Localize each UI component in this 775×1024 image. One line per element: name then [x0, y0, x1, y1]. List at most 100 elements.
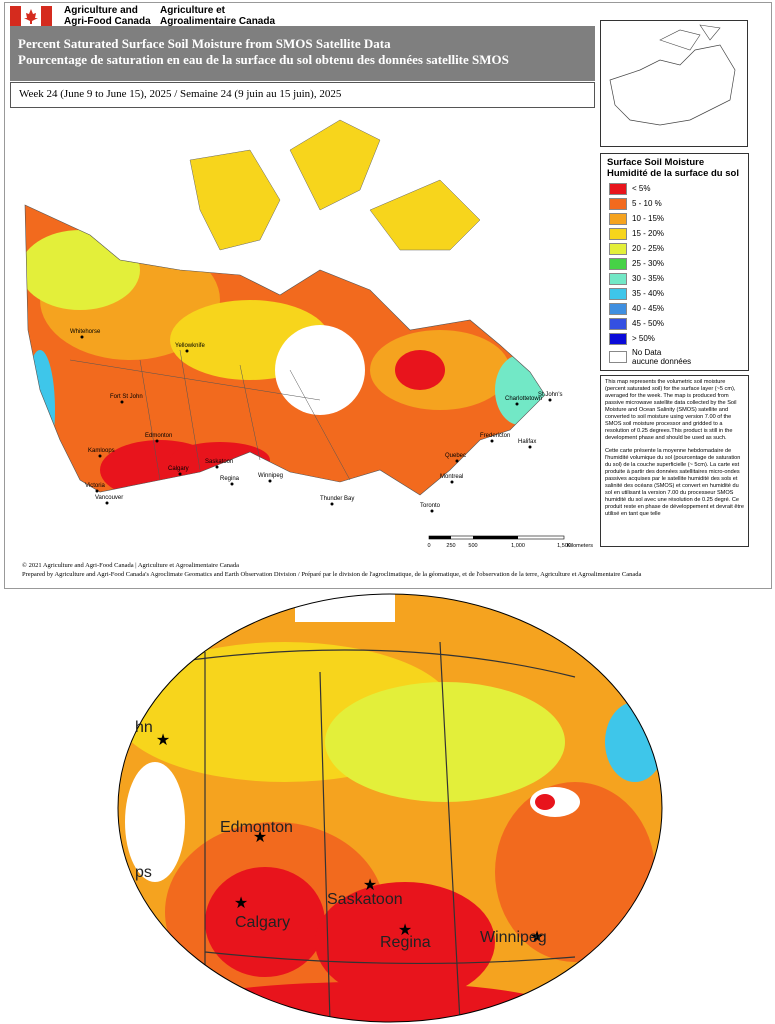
city-marker — [450, 480, 454, 484]
scale-label: 500 — [468, 543, 477, 549]
city-label: Calgary — [168, 466, 189, 472]
city-label: Saskatoon — [205, 459, 233, 465]
map-frame — [4, 2, 772, 589]
org-line: Agriculture and — [64, 5, 138, 16]
city-label: Vancouver — [95, 495, 123, 501]
city-label: hn — [135, 719, 153, 736]
city-label: Toronto — [420, 503, 441, 509]
legend-swatch — [609, 242, 627, 255]
legend-item: 5 - 10 % — [601, 196, 748, 211]
city-label: Edmonton — [220, 819, 293, 836]
city-label: Victoria — [85, 483, 106, 489]
city-label: Fort St John — [110, 394, 143, 400]
org-fr: Agriculture et Agroalimentaire Canada — [160, 5, 275, 27]
city-marker — [330, 502, 334, 506]
legend-label: 20 - 25% — [632, 244, 665, 253]
city-label: ps — [135, 864, 152, 881]
legend-swatch — [609, 317, 627, 330]
legend-text: 45 - 50% — [632, 319, 664, 328]
legend-text: 35 - 40% — [632, 289, 664, 298]
city-label: Kamloops — [88, 448, 115, 454]
legend-item: 20 - 25% — [601, 241, 748, 256]
legend-swatch — [609, 351, 627, 363]
org-line: Agriculture et — [160, 5, 226, 16]
city-marker — [268, 479, 272, 483]
legend-label: aucune données — [632, 357, 692, 366]
zoom-inset: hn★Edmonton★Calgary★Saskatoon★Regina ★Win… — [117, 593, 663, 1023]
scale-label: 0 — [427, 543, 430, 549]
locator-map — [600, 20, 748, 147]
city-label: Saskatoon — [327, 891, 403, 908]
legend-label: No Data — [632, 348, 662, 357]
legend-text: 20 - 25% — [632, 244, 664, 253]
city-marker — [95, 489, 99, 493]
city-marker — [155, 439, 159, 443]
legend-label: 10 - 15% — [632, 214, 665, 223]
legend-item: No Data aucune données — [601, 346, 748, 368]
legend-item: < 5% — [601, 181, 748, 196]
city-label: Montreal — [440, 474, 463, 480]
legend-swatch — [609, 302, 627, 315]
city-marker — [528, 445, 532, 449]
legend-text: 10 - 15% — [632, 214, 664, 223]
legend-label: 40 - 45% — [632, 304, 665, 313]
city-label: Quebec — [445, 453, 466, 459]
org-en: Agriculture and Agri-Food Canada — [64, 5, 151, 27]
legend-label: 5 - 10 % — [632, 199, 662, 208]
city-marker: ★ — [363, 877, 377, 894]
city-label: Yellowknife — [175, 343, 205, 349]
legend-swatch — [609, 227, 627, 240]
map: Whitehorse Yellowknife Fort St John Edmonto… — [24, 119, 563, 513]
legend-text: No Data aucune données — [632, 348, 691, 366]
legend-item: 15 - 20% — [601, 226, 748, 241]
title-line: Pourcentage de saturation en eau de la s… — [18, 52, 509, 67]
legend: Surface Soil Moisture Humidité de la surf… — [600, 153, 749, 371]
org-line: Agri-Food Canada — [64, 16, 151, 27]
city-label: St John's — [538, 392, 563, 398]
legend-label: 15 - 20% — [632, 229, 665, 238]
legend-swatch — [609, 257, 627, 270]
legend-text: 5 - 10 % — [632, 199, 662, 208]
legend-text: > 50% — [632, 334, 655, 343]
legend-label: 25 - 30% — [632, 259, 665, 268]
legend-label: < 5% — [632, 184, 651, 193]
city-marker — [80, 335, 84, 339]
legend-item: > 50% — [601, 331, 748, 346]
city-label: Halifax — [518, 439, 536, 445]
flag — [10, 6, 52, 26]
city-marker: ★ — [253, 829, 267, 846]
legend-text: 40 - 45% — [632, 304, 664, 313]
city-marker: ★ — [398, 922, 412, 939]
city-label: Thunder Bay — [320, 496, 354, 502]
legend-label: 30 - 35% — [632, 274, 665, 283]
city-label: Charlottetown — [505, 396, 542, 402]
city-marker — [490, 439, 494, 443]
scale-label: 250 — [446, 543, 455, 549]
legend-swatch — [609, 287, 627, 300]
legend-title: Surface Soil Moisture — [607, 157, 705, 168]
legend-swatch — [609, 197, 627, 210]
legend-item: 25 - 30% — [601, 256, 748, 271]
scale-label: Kilometers — [567, 543, 593, 549]
city-label: Regina — [220, 476, 240, 482]
paragraph: This map represents the volumetric soil … — [605, 379, 737, 441]
city-marker — [548, 398, 552, 402]
city-marker — [230, 482, 234, 486]
legend-item: 40 - 45% — [601, 301, 748, 316]
title: Percent Saturated Surface Soil Moisture … — [10, 26, 595, 81]
legend-text: < 5% — [632, 184, 650, 193]
city-marker: ★ — [156, 732, 170, 749]
city-label: Edmonton — [145, 433, 172, 439]
legend-label: 35 - 40% — [632, 289, 665, 298]
city-marker — [120, 400, 124, 404]
city-marker — [215, 465, 219, 469]
legend-item: 35 - 40% — [601, 286, 748, 301]
legend-text: 30 - 35% — [632, 274, 664, 283]
city-label: Winnipeg — [480, 929, 547, 946]
scale-label: 1,500 — [557, 543, 571, 549]
paragraph: Cette carte présente la moyenne hebdomad… — [605, 448, 745, 517]
city-marker — [178, 472, 182, 476]
org-line: Agroalimentaire Canada — [160, 16, 276, 27]
